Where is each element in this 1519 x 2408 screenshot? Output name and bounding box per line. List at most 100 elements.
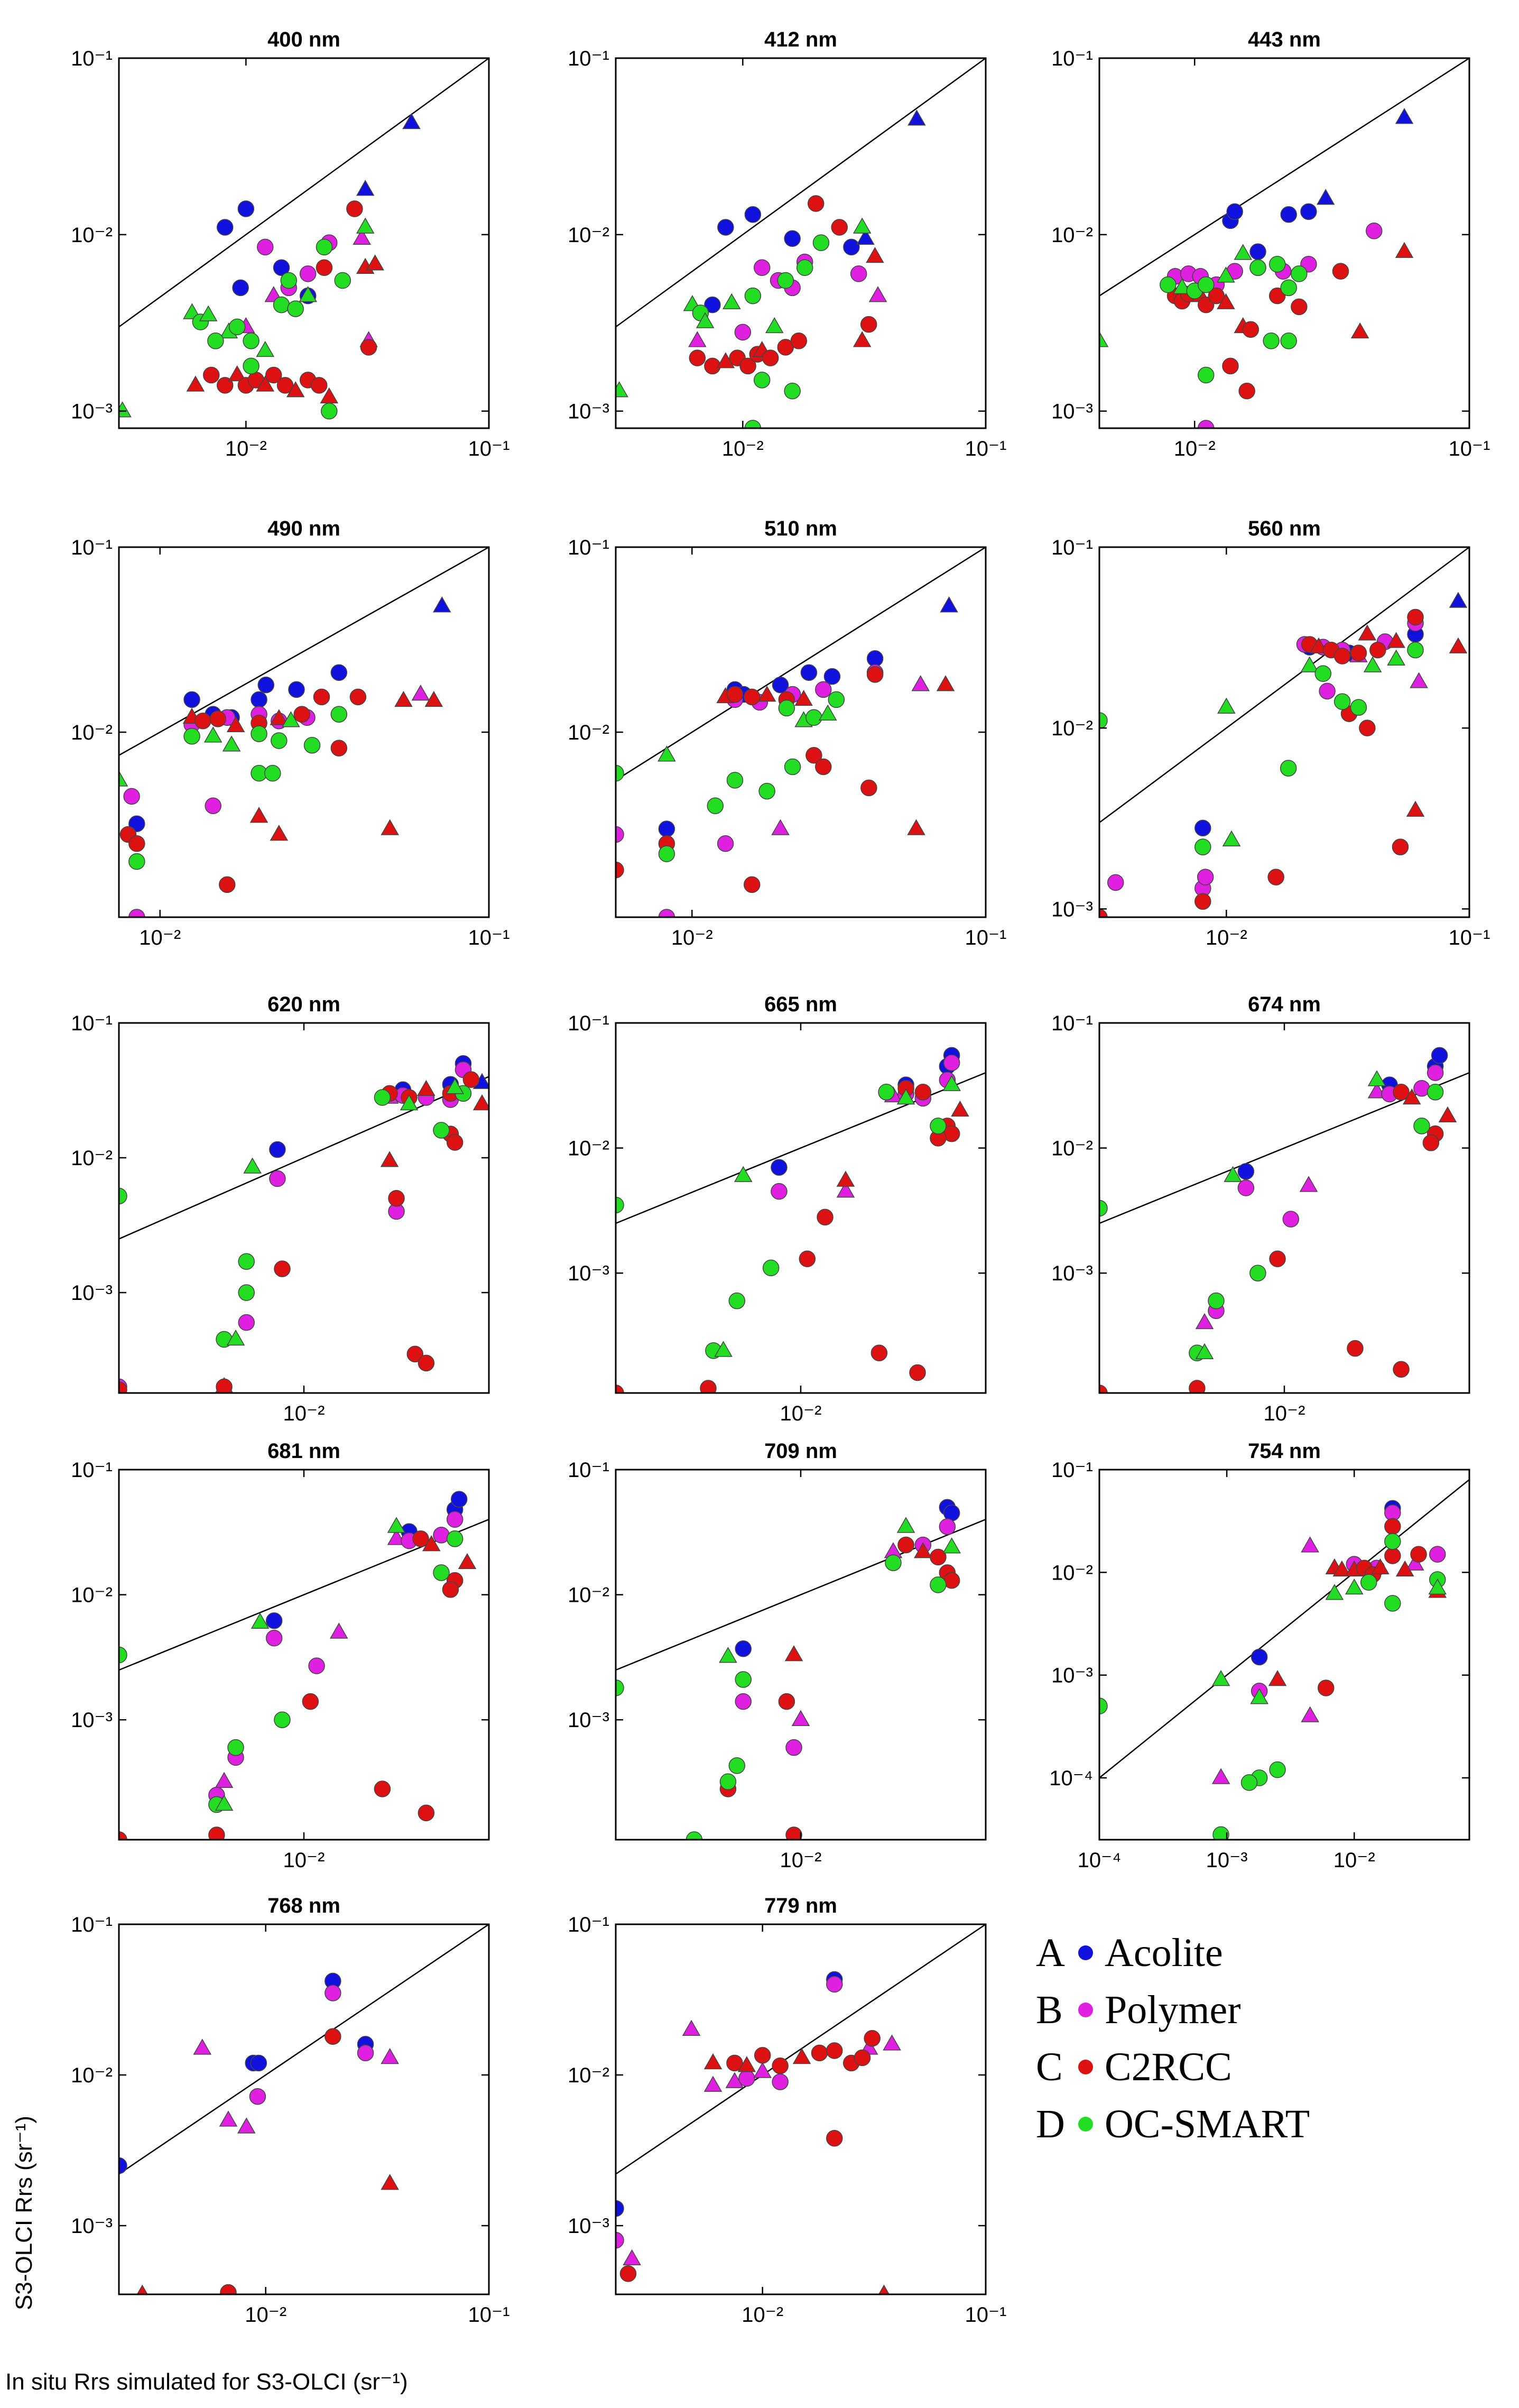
one-to-one-line [1099,1479,1469,1779]
data-point-circle [726,772,744,789]
data-point-triangle [387,1517,406,1533]
data-point-circle [320,402,338,420]
data-point-triangle [1222,830,1241,846]
data-point-circle [719,1773,737,1791]
data-point-triangle [714,1341,733,1357]
data-point-circle [758,782,775,800]
data-point-triangle [1234,244,1253,260]
data-point-triangle [723,293,741,309]
data-point-triangle [853,217,872,234]
points-group [1099,108,1414,428]
data-point-circle [796,259,813,276]
data-point-triangle [914,1542,932,1558]
data-point-circle [815,758,832,776]
data-point-circle [828,691,845,708]
x-tick-label: 10⁻³ [1206,1849,1248,1872]
data-point-triangle [424,690,443,707]
data-point-circle [1099,712,1108,729]
data-point-triangle [757,685,776,702]
data-point-circle [316,238,333,256]
data-point-circle [754,2047,771,2064]
data-point-triangle [1332,1560,1351,1576]
axes-frame [615,1469,987,1841]
data-point-circle [346,200,363,217]
axes-frame [118,57,490,429]
data-point-triangle [1367,1070,1386,1086]
legend-label: OC-SMART [1105,2101,1310,2146]
data-point-circle [220,2284,237,2294]
y-tick-label: 10⁻⁴ [1049,1767,1093,1790]
data-point-triangle [1371,1558,1390,1575]
x-tick-label: 10⁻¹ [468,2303,510,2327]
x-tick-label: 10⁻¹ [965,2303,1007,2327]
data-point-triangle [203,726,223,743]
y-tick-label: 10⁻² [568,721,609,744]
data-point-circle [1194,819,1211,837]
data-point-circle [1393,1361,1410,1378]
data-point-triangle [353,228,371,245]
data-point-circle [418,1354,435,1372]
data-point-circle [265,366,282,384]
y-tick-label: 10⁻² [71,721,113,744]
data-point-circle [778,699,795,717]
data-point-triangle [243,1157,262,1174]
data-point-triangle [119,401,132,418]
data-point-triangle [836,1170,855,1187]
data-point-circle [1249,259,1266,276]
data-point-circle [1237,1179,1255,1196]
data-point-circle [826,2130,843,2147]
axes-frame [118,1469,490,1841]
scatter-panel: 510 nm 10⁻² 10⁻¹ 10⁻² 10⁻¹ [568,517,1006,949]
data-point-circle [843,238,860,256]
data-point-circle [616,2200,624,2217]
data-point-circle [930,1548,947,1566]
data-point-circle [349,688,367,706]
scatter-panel: 665 nm 10⁻² 10⁻³ 10⁻² 10⁻¹ [568,993,987,1425]
data-point-circle [418,1804,435,1822]
data-point-circle [1300,203,1317,220]
data-point-circle [194,713,211,730]
data-point-circle [704,296,721,313]
data-point-triangle [936,675,955,691]
panel-title: 490 nm [267,517,340,540]
panel-title: 768 nm [267,1894,340,1917]
data-point-triangle [270,709,289,725]
data-point-circle [238,1314,255,1331]
data-point-triangle [1387,632,1405,648]
scatter-panel: 709 nm 10⁻² 10⁻³ 10⁻² 10⁻¹ [568,1440,987,1872]
x-tick-label: 10⁻² [283,1849,325,1872]
data-point-circle [265,1612,283,1629]
y-tick-label: 10⁻² [1051,717,1093,740]
data-point-circle [1392,838,1409,855]
panel-title: 620 nm [267,993,340,1016]
data-point-circle [360,339,377,356]
data-point-triangle [1211,1670,1230,1686]
data-point-triangle [219,2110,238,2127]
data-point-circle [446,1530,464,1547]
scatter-panel: 768 nm 10⁻² 10⁻¹ 10⁻³ 10⁻² 10⁻¹ [71,1894,510,2327]
data-point-triangle [193,2038,212,2055]
data-point-circle [854,2049,871,2066]
data-point-circle [288,442,303,458]
data-point-triangle [853,331,872,347]
data-point-circle [1107,874,1124,891]
data-point-circle [1350,644,1367,661]
data-point-circle [216,1378,233,1393]
data-point-circle [717,219,734,236]
data-point-circle [128,853,145,870]
data-point-circle [878,1084,895,1101]
data-point-triangle [411,685,430,701]
data-point-triangle [215,1795,234,1811]
data-point-circle [1240,1774,1258,1791]
data-point-circle [826,2042,843,2059]
y-tick-label: 10⁻¹ [71,1012,113,1035]
data-point-triangle [784,1645,803,1662]
data-point-triangle [688,331,707,347]
y-tick-label: 10⁻² [1051,224,1093,247]
y-tick-label: 10⁻¹ [568,1459,609,1482]
data-point-circle [228,318,246,336]
data-point-circle [446,1511,464,1528]
one-to-one-line [119,1924,489,2175]
data-point-triangle [951,1100,969,1117]
data-point-triangle [1350,322,1369,339]
